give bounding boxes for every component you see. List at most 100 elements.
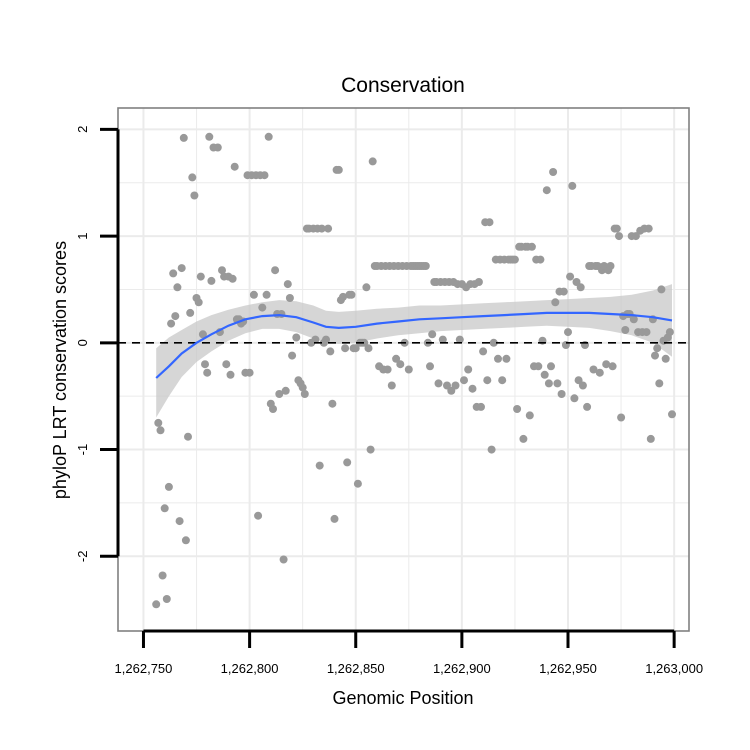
data-point (460, 376, 468, 385)
data-point (392, 354, 401, 363)
smooth-trend-line (155, 311, 673, 379)
data-point (547, 362, 555, 371)
data-point (205, 132, 214, 141)
data-point (353, 479, 362, 488)
data-point (479, 347, 488, 356)
y-tick-label: -1 (75, 444, 90, 456)
data-points (152, 132, 676, 609)
data-point (262, 290, 271, 299)
data-point (617, 413, 626, 422)
data-point (158, 571, 167, 580)
data-point (540, 370, 549, 379)
x-axis: 1,262,750 1,262,800 1,262,850 1,262,900 1,26… (115, 629, 703, 676)
y-axis: -2 -1 0 1 2 (75, 126, 120, 562)
data-point (364, 344, 373, 353)
confidence-band (156, 284, 672, 418)
data-point (615, 232, 623, 241)
data-point (570, 394, 579, 403)
data-point (173, 283, 182, 292)
data-point (341, 344, 350, 353)
plot-panel (117, 107, 690, 632)
data-point (347, 290, 356, 299)
data-point (396, 360, 405, 369)
data-point (254, 511, 263, 520)
data-point (334, 165, 343, 174)
data-point (642, 328, 651, 337)
data-point (271, 266, 280, 275)
data-point (245, 368, 254, 377)
data-point (383, 365, 392, 374)
data-point (468, 384, 477, 393)
data-point (549, 168, 558, 176)
y-tick-label: 1 (75, 232, 90, 239)
data-point (489, 338, 498, 347)
data-point (156, 426, 165, 435)
data-point (230, 162, 239, 171)
data-point (330, 514, 339, 523)
data-point (477, 402, 485, 411)
data-point (655, 379, 664, 388)
data-point (249, 290, 258, 299)
data-point (298, 383, 307, 392)
data-point (226, 370, 235, 379)
data-point (184, 432, 192, 441)
data-point (657, 285, 666, 294)
data-point (502, 354, 511, 363)
data-point (207, 276, 216, 285)
data-point (525, 411, 534, 420)
data-point (455, 335, 464, 344)
data-point (300, 390, 309, 398)
data-point (162, 595, 171, 603)
data-point (279, 555, 288, 564)
data-point (646, 434, 655, 443)
data-point (551, 298, 560, 307)
x-axis-label: Genomic Position (332, 688, 473, 708)
data-point (553, 379, 562, 388)
data-point (519, 434, 528, 443)
y-tick-label: 2 (75, 126, 90, 133)
data-point (428, 330, 437, 339)
x-tick-label: 1,262,950 (539, 661, 597, 676)
x-tick-label: 1,262,800 (221, 661, 279, 676)
data-point (568, 181, 577, 190)
data-point (167, 319, 176, 328)
data-point (564, 328, 572, 337)
data-point (653, 344, 662, 353)
data-point (387, 381, 396, 390)
data-point (260, 171, 269, 180)
data-point (190, 191, 199, 200)
data-point (366, 445, 375, 454)
data-point (487, 445, 496, 454)
data-point (188, 173, 197, 182)
data-point (542, 186, 551, 195)
data-point (485, 218, 494, 227)
x-tick-label: 1,263,000 (645, 661, 703, 676)
data-point (595, 368, 604, 377)
data-point (194, 298, 203, 307)
data-point (362, 283, 371, 292)
data-point (606, 262, 615, 270)
data-point (621, 326, 630, 334)
data-point (404, 365, 413, 374)
data-point (557, 390, 566, 398)
data-point (283, 280, 292, 289)
data-point (154, 418, 163, 427)
data-point (292, 333, 301, 342)
data-point (317, 224, 326, 233)
data-point (464, 365, 473, 374)
data-point (566, 272, 575, 281)
data-point (612, 224, 621, 233)
data-point (434, 379, 443, 388)
data-point (426, 362, 434, 371)
y-tick-label: 0 (75, 339, 90, 346)
data-point (534, 362, 543, 371)
panel-background (118, 108, 689, 631)
data-point (576, 283, 585, 292)
data-point (513, 405, 522, 413)
data-point (351, 344, 360, 353)
data-point (629, 315, 638, 324)
x-tick-label: 1,262,900 (433, 661, 491, 676)
data-point (288, 351, 297, 360)
data-point (322, 335, 330, 344)
